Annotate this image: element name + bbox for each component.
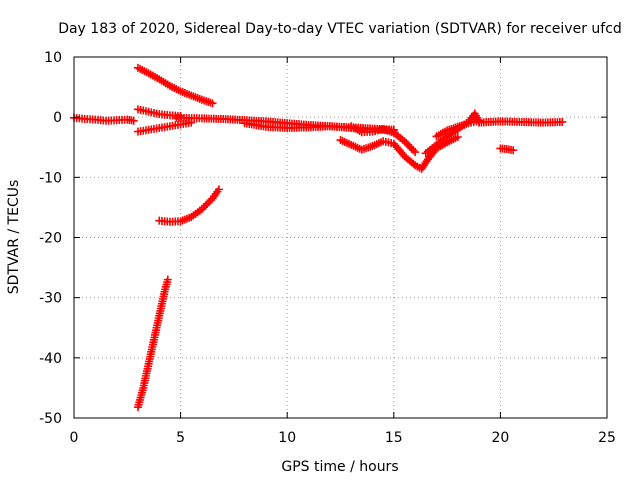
x-tick-label: 5 xyxy=(176,430,185,446)
data-point xyxy=(409,146,418,155)
y-tick-label: -50 xyxy=(39,411,62,427)
data-point xyxy=(404,140,413,149)
y-tick-label: 0 xyxy=(53,110,62,126)
data-points xyxy=(70,63,567,412)
data-point xyxy=(129,116,138,125)
data-point xyxy=(558,117,567,126)
data-point xyxy=(453,133,462,142)
y-tick-label: -20 xyxy=(39,231,62,247)
grid xyxy=(74,57,607,418)
data-point xyxy=(201,201,210,210)
x-axis-label: GPS time / hours xyxy=(281,459,398,475)
data-point xyxy=(208,99,217,108)
y-tick-label: -30 xyxy=(39,291,62,307)
data-point xyxy=(203,199,212,208)
data-point xyxy=(405,142,414,151)
data-point xyxy=(199,203,208,212)
y-tick-label: -40 xyxy=(39,351,62,367)
data-point xyxy=(163,275,172,284)
x-tick-label: 25 xyxy=(598,430,616,446)
data-point xyxy=(402,139,411,148)
ticks: 0 5 10 15 20 25 -50 -40 -30 -20 -10 0 10 xyxy=(39,50,616,446)
data-point xyxy=(206,196,215,205)
y-axis-label: SDTVAR / TECUs xyxy=(6,180,22,295)
data-point xyxy=(214,185,223,194)
data-point xyxy=(400,137,409,146)
chart-title: Day 183 of 2020, Sidereal Day-to-day VTE… xyxy=(58,21,622,37)
data-point xyxy=(509,146,518,155)
x-tick-label: 10 xyxy=(278,430,296,446)
y-tick-label: -10 xyxy=(39,170,62,186)
data-point xyxy=(407,144,416,153)
y-tick-label: 10 xyxy=(44,50,62,66)
x-tick-label: 20 xyxy=(491,430,509,446)
data-point xyxy=(205,198,214,207)
data-point xyxy=(197,205,206,214)
x-tick-label: 15 xyxy=(385,430,403,446)
data-point xyxy=(411,148,420,157)
x-tick-label: 0 xyxy=(70,430,79,446)
